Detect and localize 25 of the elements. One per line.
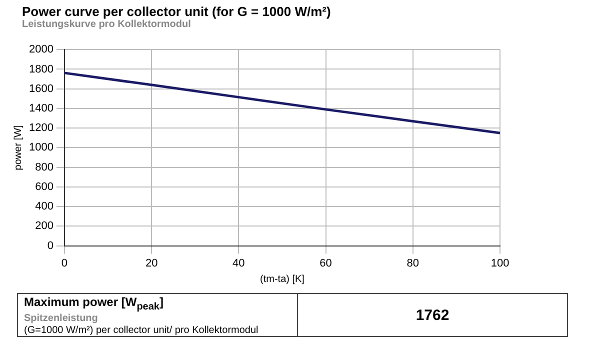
y-tick-label: 1800 (28, 63, 54, 76)
x-tick-label: 60 (320, 257, 332, 270)
y-tick-label: 2000 (28, 44, 54, 56)
y-tick-label: 0 (47, 240, 54, 252)
y-tick-label: 1400 (28, 102, 54, 114)
y-tick-label: 200 (35, 220, 54, 232)
x-tick-label: 100 (490, 257, 510, 270)
text: (G=1000 W/m²) per collector unit/ pro Kollektormodul (24, 325, 260, 338)
x-tick-label: 0 (61, 257, 68, 270)
chart-title: Power curve per collector unit (for G = 1000 W/m²) (22, 4, 331, 19)
chart-subtitle: Leistungskurve pro Kollektormodul (22, 19, 191, 30)
y-tick-label: 1200 (28, 122, 54, 134)
x-tick-label: 20 (145, 257, 158, 270)
text: 1762 (414, 306, 450, 326)
x-tick-label: 40 (232, 257, 245, 270)
x-axis-title: (tm-ta) [K] (260, 274, 305, 285)
y-axis-title: power [W] (12, 124, 24, 170)
text: Spitzenleistung (24, 313, 99, 326)
y-tick-label: 800 (35, 161, 54, 174)
y-tick-label: 1600 (28, 82, 54, 95)
x-tick-label: 80 (406, 257, 420, 270)
y-tick-label: 600 (35, 180, 54, 193)
text: Maximum power [W$_{peak}$] (24, 295, 164, 314)
y-tick-label: 400 (35, 200, 54, 213)
y-tick-label: 1000 (28, 142, 54, 154)
